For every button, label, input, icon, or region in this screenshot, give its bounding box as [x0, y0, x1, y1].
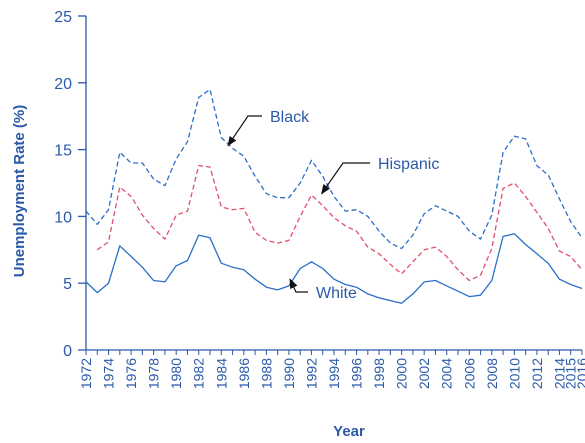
x-tick-label: 1974 [101, 358, 117, 389]
x-axis-title: Year [333, 423, 365, 440]
x-tick-label: 2010 [506, 358, 522, 389]
x-tick-label: 1996 [349, 358, 365, 389]
x-tick-label: 1976 [123, 358, 139, 389]
x-tick-label: 2014 [551, 358, 567, 389]
annotation-label-hispanic: Hispanic [378, 156, 439, 173]
x-tick-label: 1980 [168, 358, 184, 389]
x-tick-label: 2012 [529, 358, 545, 389]
x-tick-label: 1972 [78, 358, 94, 389]
annotation-arrow-white [289, 278, 308, 293]
x-tick-label: 1986 [236, 358, 252, 389]
chart-axes: 0 5 10 15 20 25 1972 1974 1976 1978 1980 1982 1984 19… [54, 9, 585, 389]
annotation-label-white: White [316, 285, 357, 302]
y-tick-label: 20 [54, 76, 72, 93]
series-line-hispanic [96, 164, 583, 282]
x-tick-label: 2015 [563, 358, 579, 389]
x-tick-label: 1994 [326, 358, 342, 389]
x-tick-label: 2000 [394, 358, 410, 389]
x-tick-label: 1982 [191, 358, 207, 389]
x-tick-label: 2002 [416, 358, 432, 389]
annotation-arrow-black [227, 115, 262, 147]
chart-annotations: Black Hispanic White [227, 109, 439, 302]
annotation-label-black: Black [270, 109, 310, 126]
series-line-black [85, 88, 583, 250]
annotation-arrow-hispanic [321, 162, 370, 195]
x-tick-label: 1988 [258, 358, 274, 389]
y-axis-title: Unemployment Rate (%) [11, 105, 28, 278]
x-tick-label: 1998 [371, 358, 387, 389]
y-tick-label: 0 [63, 343, 72, 360]
x-tick-label: 1990 [281, 358, 297, 389]
x-tick-label: 2006 [461, 358, 477, 389]
y-tick-label: 15 [54, 143, 72, 160]
y-tick-label: 10 [54, 209, 72, 226]
chart-plot-area [85, 88, 583, 304]
x-tick-label: 2008 [484, 358, 500, 389]
x-tick-label: 2016 [574, 358, 585, 389]
x-tick-label: 1978 [146, 358, 162, 389]
x-tick-label: 1992 [303, 358, 319, 389]
x-tick-label: 1984 [213, 358, 229, 389]
x-tick-label: 2004 [439, 358, 455, 389]
y-tick-label: 25 [54, 9, 72, 26]
series-line-white [85, 233, 583, 304]
y-tick-label: 5 [63, 276, 72, 293]
